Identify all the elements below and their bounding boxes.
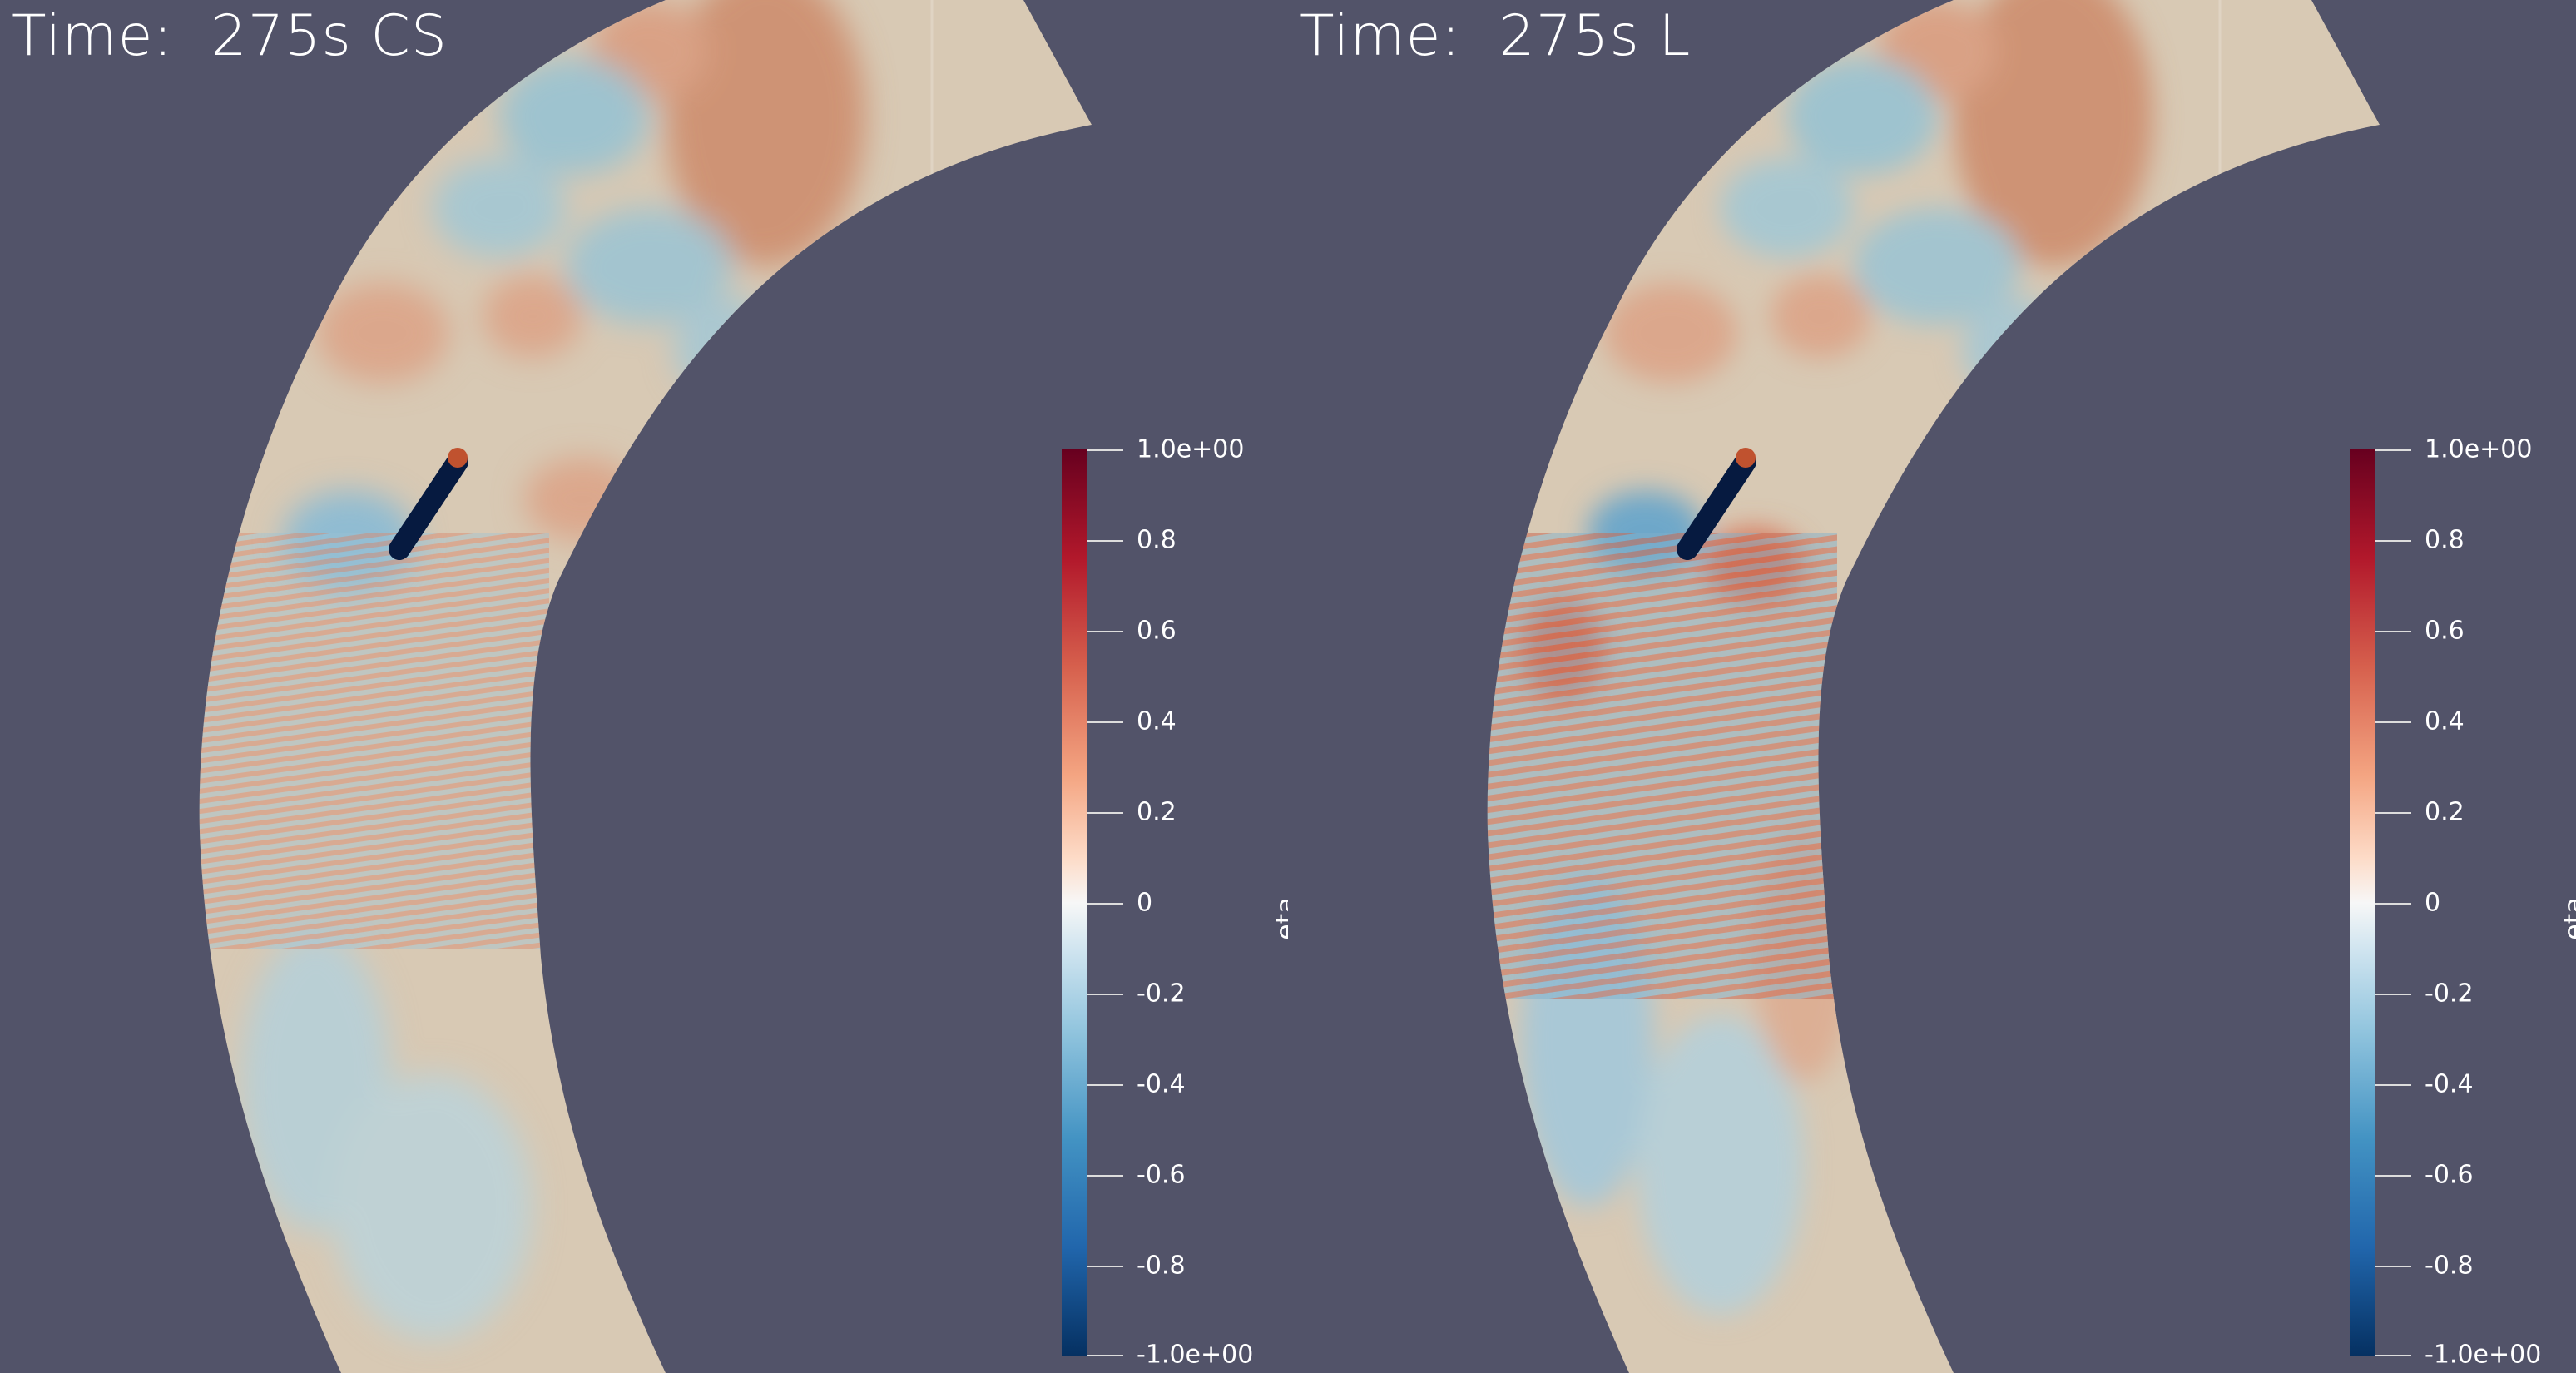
colorbar-tick-label: -0.8 — [1137, 1251, 1186, 1281]
colorbar-tick — [2375, 1175, 2411, 1177]
colorbar-tick-label: 0.8 — [1137, 525, 1177, 555]
colorbar-tick — [1087, 1175, 1123, 1177]
colorbar-tick — [1087, 721, 1123, 723]
colorbar-tick — [1087, 994, 1123, 995]
colorbar-tick-label: 0.6 — [1137, 616, 1177, 646]
colorbar-tick-label: 1.0e+00 — [2425, 434, 2533, 464]
colorbar-tick-label: 0.6 — [2425, 616, 2465, 646]
colorbar-title: eta — [2558, 897, 2576, 940]
colorbar-tick — [1087, 449, 1123, 451]
time-label: Time: 275s CS — [12, 3, 448, 69]
colorbar-gradient — [2350, 449, 2375, 1356]
colorbar-tick — [2375, 631, 2411, 632]
dark-feature — [1677, 448, 1756, 560]
channel-region — [199, 0, 1092, 1373]
colorbar-tick — [2375, 1266, 2411, 1267]
wave-train — [1487, 533, 1837, 999]
colorbar: 1.0e+00 0.8 0.6 0.4 0.2 0 -0.2 -0.4 -0.6… — [2350, 435, 2576, 1370]
colorbar-tick — [2375, 994, 2411, 995]
colorbar-tick-label: 0.4 — [2425, 706, 2465, 736]
eta-field-plot[interactable] — [0, 0, 1288, 1373]
colorbar-tick-label: 0.8 — [2425, 525, 2465, 555]
colorbar-tick-label: -0.4 — [1137, 1069, 1186, 1099]
colorbar-title: eta — [1270, 897, 1288, 940]
channel-region — [1487, 0, 2380, 1373]
colorbar-tick — [1087, 540, 1123, 542]
colorbar-tick — [1087, 631, 1123, 632]
colorbar-tick-label: -1.0e+00 — [1137, 1340, 1254, 1370]
colorbar-tick-label: -0.2 — [2425, 979, 2474, 1009]
colorbar-tick-label: 1.0e+00 — [1137, 434, 1245, 464]
colorbar-tick — [2375, 721, 2411, 723]
time-label: Time: 275s L — [1300, 3, 1692, 69]
colorbar-tick — [2375, 1084, 2411, 1086]
colorbar-tick — [2375, 1355, 2411, 1356]
colorbar-tick — [2375, 540, 2411, 542]
eta-field-plot[interactable] — [1288, 0, 2576, 1373]
colorbar-tick-label: 0.2 — [1137, 797, 1177, 827]
colorbar-tick — [1087, 1266, 1123, 1267]
colorbar-tick-label: -0.6 — [2425, 1160, 2474, 1190]
wave-train — [199, 533, 549, 949]
colorbar-tick — [1087, 1355, 1123, 1356]
colorbar-tick-label: -1.0e+00 — [2425, 1340, 2542, 1370]
colorbar-tick — [2375, 449, 2411, 451]
colorbar-tick-label: 0 — [2425, 888, 2441, 918]
colorbar-tick — [2375, 812, 2411, 814]
colorbar-tick-label: -0.6 — [1137, 1160, 1186, 1190]
dark-feature — [389, 448, 468, 560]
viewport-left[interactable]: Time: 275s CS 1.0e+00 0.8 0.6 0.4 0.2 0 … — [0, 0, 1288, 1373]
colorbar-tick — [1087, 1084, 1123, 1086]
colorbar-tick-label: 0 — [1137, 888, 1153, 918]
colorbar-tick — [2375, 903, 2411, 905]
colorbar-gradient — [1062, 449, 1087, 1356]
colorbar: 1.0e+00 0.8 0.6 0.4 0.2 0 -0.2 -0.4 -0.6… — [1062, 435, 1288, 1370]
colorbar-tick-label: -0.8 — [2425, 1251, 2474, 1281]
colorbar-tick — [1087, 903, 1123, 905]
colorbar-tick-label: -0.4 — [2425, 1069, 2474, 1099]
viewport-right[interactable]: Time: 275s L 1.0e+00 0.8 0.6 0.4 0.2 0 -… — [1288, 0, 2576, 1373]
colorbar-tick-label: -0.2 — [1137, 979, 1186, 1009]
colorbar-tick-label: 0.4 — [1137, 706, 1177, 736]
colorbar-tick-label: 0.2 — [2425, 797, 2465, 827]
colorbar-tick — [1087, 812, 1123, 814]
